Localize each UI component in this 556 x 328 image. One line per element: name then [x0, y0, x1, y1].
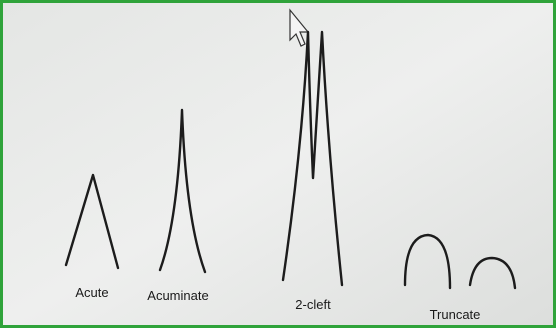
label: Truncate	[430, 307, 481, 322]
background	[0, 0, 556, 328]
label: 2-cleft	[295, 297, 331, 312]
screen-photo: Acute Acuminate 2-cleft Truncate	[0, 0, 556, 328]
label: Acuminate	[147, 288, 208, 303]
page: Acute Acuminate 2-cleft Truncate (() => …	[0, 0, 556, 328]
label: Acute	[75, 285, 108, 300]
